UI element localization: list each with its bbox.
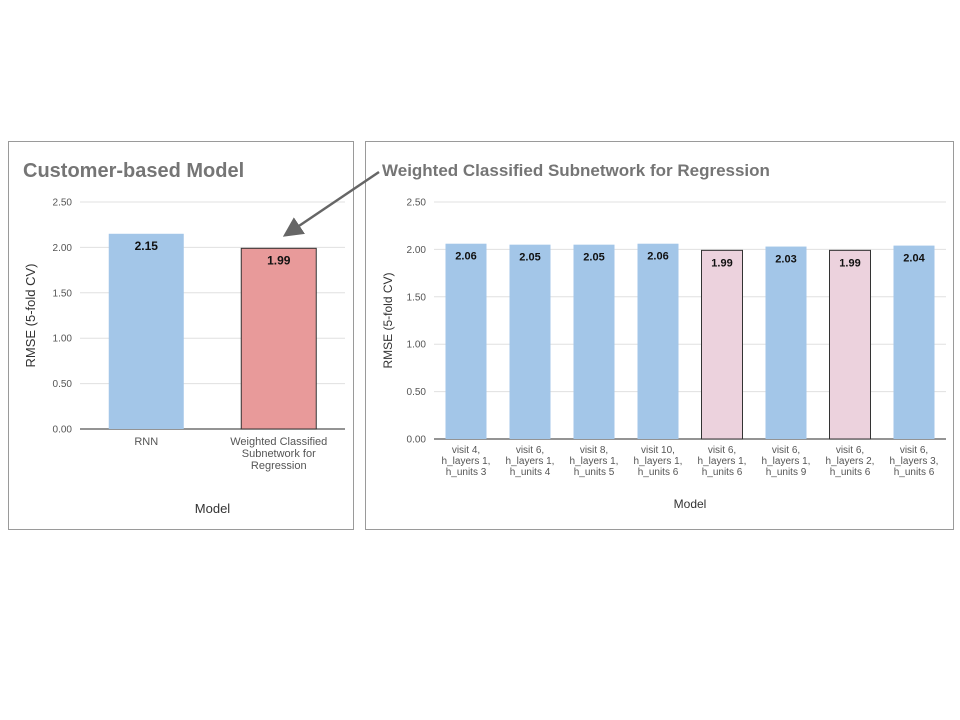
chart-title: Weighted Classified Subnetwork for Regre… [382, 161, 770, 180]
x-category-label: h_units 6 [638, 467, 679, 478]
bar [893, 245, 935, 439]
bar [701, 249, 743, 440]
chart-title: Customer-based Model [23, 160, 244, 182]
x-category-label: visit 8, [580, 445, 608, 456]
x-category-label: visit 4, [452, 445, 480, 456]
x-category-label: visit 10, [641, 445, 675, 456]
x-category-label: h_layers 3, [890, 456, 939, 467]
x-category-label: Regression [251, 460, 307, 472]
x-category-label: visit 6, [708, 445, 736, 456]
bar [445, 243, 487, 439]
bar [765, 246, 807, 439]
bar [240, 247, 317, 430]
chart-panel-weighted-subnetwork: Weighted Classified Subnetwork for Regre… [365, 141, 954, 530]
x-category-label: h_units 9 [766, 467, 807, 478]
y-tick-label: 2.50 [407, 198, 427, 209]
y-tick-label: 2.50 [53, 198, 73, 209]
x-category-label: RNN [134, 436, 158, 448]
data-label: 2.05 [519, 252, 540, 264]
x-category-label: h_layers 1, [442, 456, 491, 467]
y-tick-label: 2.00 [53, 243, 73, 254]
x-category-label: h_layers 1, [506, 456, 555, 467]
y-axis-title: RMSE (5-fold CV) [381, 272, 395, 368]
y-tick-label: 0.50 [53, 379, 73, 390]
bar [573, 244, 615, 439]
x-category-label: Weighted Classified [230, 436, 327, 448]
x-category-label: h_layers 1, [762, 456, 811, 467]
x-category-label: visit 6, [900, 445, 928, 456]
y-tick-label: 2.00 [407, 245, 427, 256]
bar [108, 233, 184, 429]
bar [509, 244, 551, 439]
data-label: 1.99 [839, 257, 860, 269]
x-category-label: h_layers 1, [634, 456, 683, 467]
data-label: 2.06 [455, 251, 476, 263]
y-tick-label: 1.50 [53, 288, 73, 299]
data-label: 1.99 [267, 253, 291, 267]
x-category-label: h_layers 1, [698, 456, 747, 467]
y-axis-title: RMSE (5-fold CV) [23, 263, 38, 367]
weighted-subnetwork-chart: Weighted Classified Subnetwork for Regre… [381, 161, 946, 511]
y-tick-label: 1.50 [407, 292, 427, 303]
data-label: 2.15 [135, 239, 159, 253]
y-tick-label: 0.50 [407, 387, 427, 398]
data-label: 2.03 [775, 254, 796, 266]
x-category-label: h_units 4 [510, 467, 551, 478]
bar [829, 249, 871, 440]
x-category-label: h_layers 1, [570, 456, 619, 467]
y-tick-label: 0.00 [53, 425, 73, 436]
x-category-label: h_units 6 [702, 467, 743, 478]
x-axis-title: Model [195, 501, 231, 516]
data-label: 2.05 [583, 252, 604, 264]
x-category-label: h_units 3 [446, 467, 487, 478]
x-category-label: h_units 6 [830, 467, 871, 478]
y-tick-label: 1.00 [53, 334, 73, 345]
x-category-label: visit 6, [836, 445, 864, 456]
x-category-label: Subnetwork for [242, 448, 316, 460]
chart-panel-customer-model: Customer-based Model 0.00 0.50 1.00 1.50 2.00… [8, 141, 354, 530]
x-category-label: h_units 6 [894, 467, 935, 478]
x-category-label: h_layers 2, [826, 456, 875, 467]
data-label: 1.99 [711, 257, 732, 269]
y-tick-label: 0.00 [407, 435, 427, 446]
x-category-label: visit 6, [772, 445, 800, 456]
data-label: 2.06 [647, 251, 668, 263]
data-label: 2.04 [903, 253, 925, 265]
x-category-label: visit 6, [516, 445, 544, 456]
x-category-label: h_units 5 [574, 467, 615, 478]
x-axis-title: Model [674, 497, 707, 511]
customer-model-chart: Customer-based Model 0.00 0.50 1.00 1.50 2.00… [23, 160, 345, 516]
y-tick-label: 1.00 [407, 340, 427, 351]
bar [637, 243, 679, 439]
